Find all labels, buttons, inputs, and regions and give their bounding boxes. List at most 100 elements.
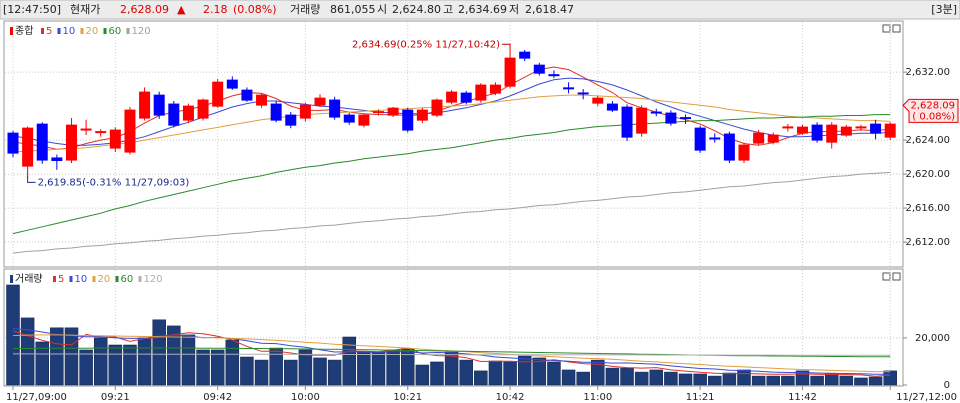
legend-swatch [41, 28, 44, 34]
y-tick-label: 2,616.00 [905, 203, 950, 214]
volume-bar [634, 371, 649, 386]
volume-bar [868, 376, 883, 386]
y-tick-label: 2,624.00 [905, 135, 950, 146]
volume-bar [225, 339, 240, 386]
volume-bar [810, 375, 824, 386]
candle-body [431, 99, 443, 116]
volume-bar [824, 373, 839, 386]
candle-body [855, 126, 867, 129]
candle-body [504, 57, 516, 87]
candle-body [168, 103, 180, 126]
current-price: 2,628.09 [910, 100, 955, 111]
volume-bar [854, 377, 868, 386]
panel-button[interactable] [892, 272, 901, 281]
panel-button[interactable] [892, 24, 901, 33]
volume-bar [357, 351, 371, 386]
candle-body [65, 124, 77, 161]
volume-bar [284, 359, 298, 386]
volume-bar [591, 359, 605, 386]
y-tick-label: 2,612.00 [905, 237, 950, 248]
high-label: 고 [443, 3, 453, 16]
volume-bar [371, 351, 386, 386]
ma-line [12, 114, 891, 235]
volume-bar [181, 334, 196, 386]
volume-bar [123, 344, 137, 386]
volume-bar [313, 357, 327, 386]
high: 2,634.69 [458, 3, 507, 16]
volume: 861,055 [330, 3, 376, 16]
candle-body [358, 114, 370, 126]
x-tick-label: 11:42 [788, 392, 817, 403]
legend-label: 20 [98, 274, 111, 285]
candle-body [767, 134, 779, 143]
volume-bar [664, 371, 678, 386]
volume-bar [386, 349, 400, 386]
volume-bar [474, 370, 488, 386]
volume-bar [298, 349, 313, 386]
open: 2,624.80 [392, 3, 441, 16]
panel-button[interactable] [882, 24, 891, 33]
annotation-line [502, 43, 511, 50]
candle-body [738, 144, 750, 161]
candle-body [256, 94, 268, 106]
volume-bar [517, 355, 532, 386]
candle-body [577, 92, 589, 95]
volume-bar [693, 373, 707, 386]
time: [12:47:50] [3, 3, 61, 16]
volume-bar [722, 372, 737, 386]
candle-body [811, 124, 823, 141]
legend-swatch [126, 28, 130, 34]
current-change: ( 0.08%) [912, 111, 955, 122]
candle-body [796, 126, 808, 134]
legend-swatch [138, 276, 142, 282]
legend-swatch [10, 275, 13, 283]
volume-label: 거래량 [290, 3, 320, 16]
volume-bar [649, 369, 664, 386]
candle-body [80, 128, 92, 131]
legend-swatch [69, 276, 73, 282]
x-tick-label: 11/27,09:00 [6, 392, 67, 403]
legend-swatch [10, 27, 13, 35]
candle-body [650, 111, 662, 114]
volume-bar [108, 344, 123, 386]
volume-bar [781, 375, 795, 386]
candle-body [519, 51, 531, 59]
volume-bar [210, 349, 225, 386]
legend-swatch [103, 28, 107, 34]
legend-swatch [57, 28, 61, 34]
volume-bar [415, 364, 430, 386]
volume-bar [152, 319, 166, 386]
volume-bar [444, 351, 459, 386]
candle-body [373, 111, 384, 114]
volume-bar [35, 341, 49, 386]
legend-title: 종합 [15, 25, 33, 37]
volume-ma-line [13, 353, 891, 356]
legend-label: 5 [58, 274, 64, 285]
annotation: 2,619.85(-0.31% 11/27,09:03) [38, 177, 190, 188]
legend-title: 거래량 [15, 273, 43, 285]
candle-body [753, 132, 765, 144]
candle-body [460, 92, 472, 103]
candle-body [709, 137, 721, 140]
panel-button[interactable] [882, 272, 891, 281]
current-price-box [902, 98, 959, 123]
volume-bar [137, 337, 152, 386]
legend-label: 10 [75, 274, 88, 285]
volume-bar [20, 317, 35, 386]
candle-body [299, 104, 311, 119]
low: 2,618.47 [525, 3, 574, 16]
volume-bar [532, 357, 547, 386]
volume-bar [400, 348, 415, 386]
candle-body [314, 97, 326, 106]
interval[interactable]: [3분] [931, 3, 957, 16]
candle-body [387, 107, 399, 116]
candle-body [285, 114, 297, 126]
arrow: ▲ [177, 3, 186, 16]
candle-body [139, 91, 151, 119]
candle-body [153, 94, 165, 116]
volume-ma-line [12, 328, 891, 375]
candle-body [329, 99, 341, 118]
candle-body [7, 132, 19, 154]
volume-bar [561, 369, 576, 386]
x-tick-label: 11/27,12:00 [896, 392, 957, 403]
